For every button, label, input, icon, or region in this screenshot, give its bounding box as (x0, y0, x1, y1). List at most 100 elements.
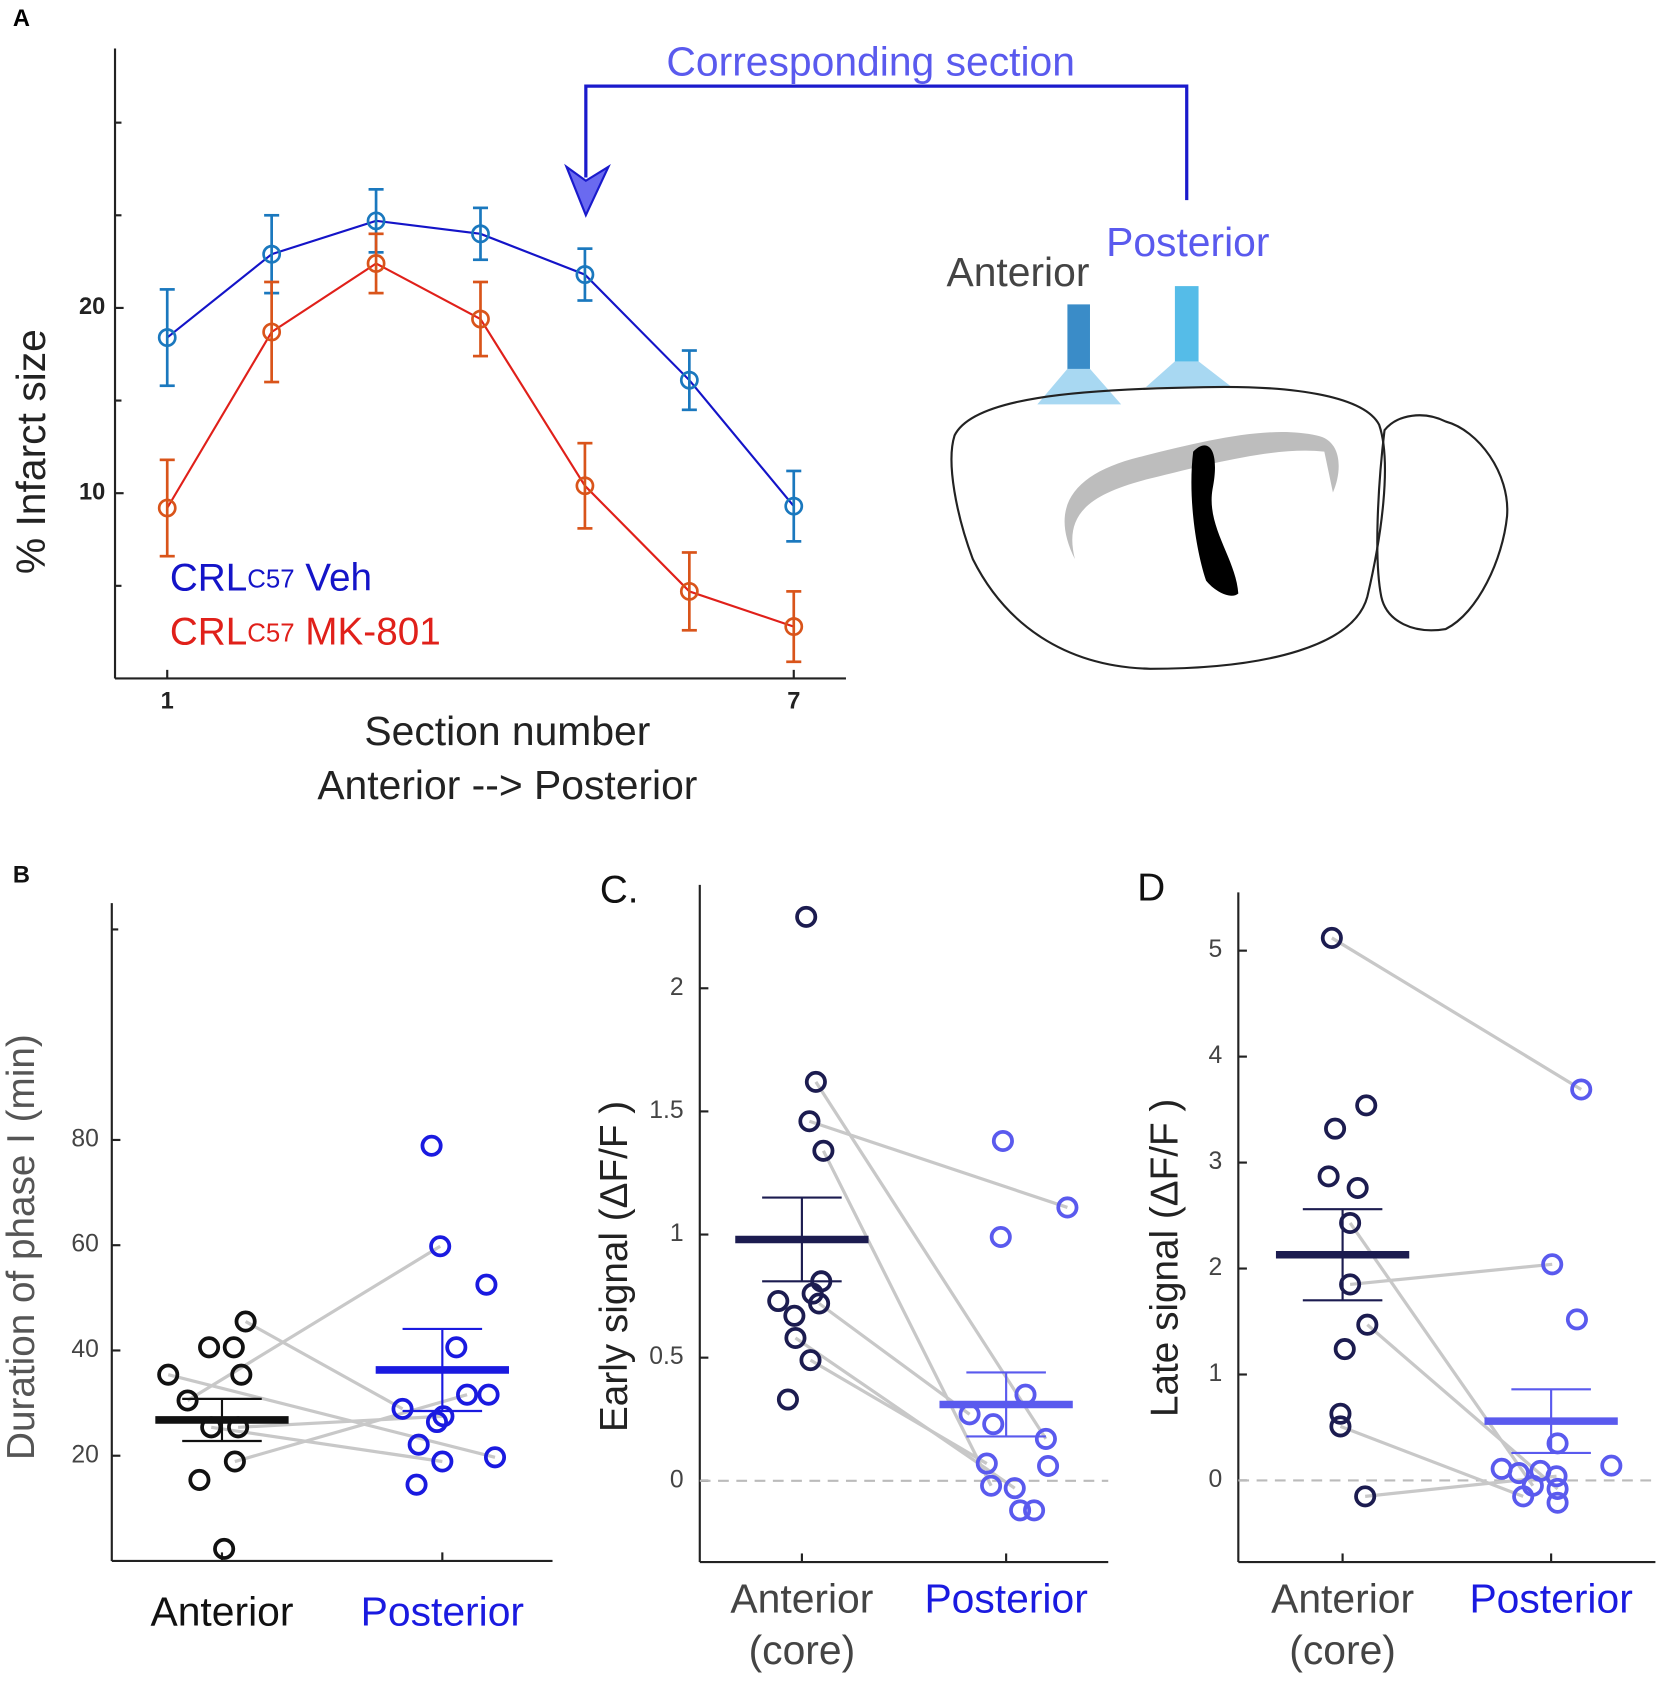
marker (575, 476, 595, 496)
legend-entry: CRLC57 Veh (170, 557, 372, 600)
y-tick-label: 2 (670, 974, 684, 1001)
error-bar (786, 590, 802, 664)
y-tick-label: 20 (71, 1441, 99, 1468)
data-point (1333, 1338, 1356, 1361)
error-bar (472, 206, 489, 262)
data-point (230, 1363, 253, 1386)
panel-label: D (1137, 866, 1165, 909)
x-tick-label: (core) (1289, 1627, 1396, 1673)
pair-line (210, 1425, 443, 1464)
marker (471, 309, 490, 329)
data-point (483, 1446, 507, 1469)
infarct-stripe (1191, 445, 1239, 596)
y-tick-label: 3 (1208, 1148, 1222, 1175)
corpus-callosum (1064, 432, 1339, 560)
data-point (223, 1450, 246, 1473)
data-point (420, 1134, 443, 1157)
pair-line (238, 1414, 444, 1429)
error-bar (577, 441, 593, 530)
legend-text: CRL (170, 611, 247, 654)
legend-entry: CRLC57 MK-801 (170, 611, 441, 654)
pair-line (186, 1244, 442, 1402)
marker (679, 581, 699, 601)
data-point (1023, 1499, 1046, 1522)
marker (784, 617, 804, 636)
y-tick-label: 0 (670, 1466, 684, 1493)
data-point (1546, 1477, 1569, 1500)
x-axis-label: Anterior --> Posterior (317, 762, 697, 808)
data-point (1329, 1415, 1352, 1438)
error-bar (681, 349, 697, 412)
y-tick-label: 20 (79, 294, 105, 320)
data-point (776, 1388, 799, 1411)
y-tick-label: 1.5 (649, 1097, 683, 1124)
data-point (425, 1411, 448, 1434)
marker (575, 265, 595, 284)
data-point (222, 1336, 245, 1359)
data-point (198, 1336, 221, 1359)
data-point (1512, 1485, 1535, 1508)
marker (262, 244, 282, 264)
data-point (1541, 1253, 1564, 1276)
data-point (429, 1235, 452, 1258)
y-tick-label: 0 (1208, 1466, 1222, 1493)
legend-text: C57 (247, 619, 294, 647)
x-tick-label: 7 (787, 688, 800, 714)
data-point (213, 1537, 236, 1560)
pair-line (234, 1393, 468, 1464)
x-tick-label: 1 (161, 688, 174, 714)
data-point (188, 1468, 211, 1491)
pair-line (1331, 936, 1583, 1091)
arrow-line (584, 84, 1189, 201)
data-point (783, 1304, 806, 1327)
panel-label: A (13, 6, 30, 32)
y-tick-label: 60 (71, 1231, 99, 1258)
data-point (804, 1070, 827, 1093)
y-axis-label: Duration of phase I (min) (0, 1034, 43, 1460)
pair-line (809, 1358, 988, 1465)
y-tick-label: 80 (71, 1125, 99, 1152)
data-point (982, 1413, 1005, 1436)
pair-line (1339, 1424, 1524, 1498)
data-point (445, 1336, 468, 1359)
data-point (391, 1397, 414, 1420)
data-point (808, 1292, 831, 1315)
data-point (989, 1225, 1012, 1249)
data-point (157, 1363, 180, 1386)
posterior-light (1145, 361, 1232, 388)
x-tick-label: Anterior (150, 1589, 293, 1635)
data-point (1037, 1454, 1060, 1478)
data-point (1317, 1165, 1340, 1188)
error-bar (472, 280, 489, 358)
series-line (166, 219, 795, 507)
legend-text: Veh (295, 557, 372, 600)
data-point (456, 1383, 479, 1406)
data-point (1545, 1465, 1568, 1488)
posterior-probe (1174, 286, 1199, 368)
x-axis-label: Section number (364, 708, 650, 754)
x-tick-label: Anterior (1271, 1576, 1414, 1622)
legend-text: CRL (170, 557, 247, 600)
y-tick-label: 10 (79, 479, 105, 505)
data-point (784, 1326, 807, 1349)
data-point (1320, 926, 1343, 949)
pair-line (244, 1320, 404, 1411)
annotation: Anterior (946, 249, 1089, 295)
y-tick-label: 4 (1208, 1042, 1222, 1069)
x-tick-label: Anterior (730, 1576, 873, 1622)
data-point (1056, 1196, 1079, 1219)
marker (262, 322, 282, 342)
data-point (234, 1310, 257, 1333)
error-bar (577, 247, 593, 302)
error-bar (786, 469, 802, 543)
marker (784, 496, 804, 516)
panel-label: B (13, 862, 30, 888)
data-point (1570, 1078, 1593, 1101)
data-point (1009, 1499, 1032, 1522)
data-point (1355, 1094, 1378, 1117)
y-tick-label: 1 (670, 1220, 684, 1247)
pair-line (818, 1302, 971, 1416)
error-bar (264, 280, 280, 384)
data-point (1356, 1313, 1379, 1336)
data-point (1034, 1427, 1057, 1450)
